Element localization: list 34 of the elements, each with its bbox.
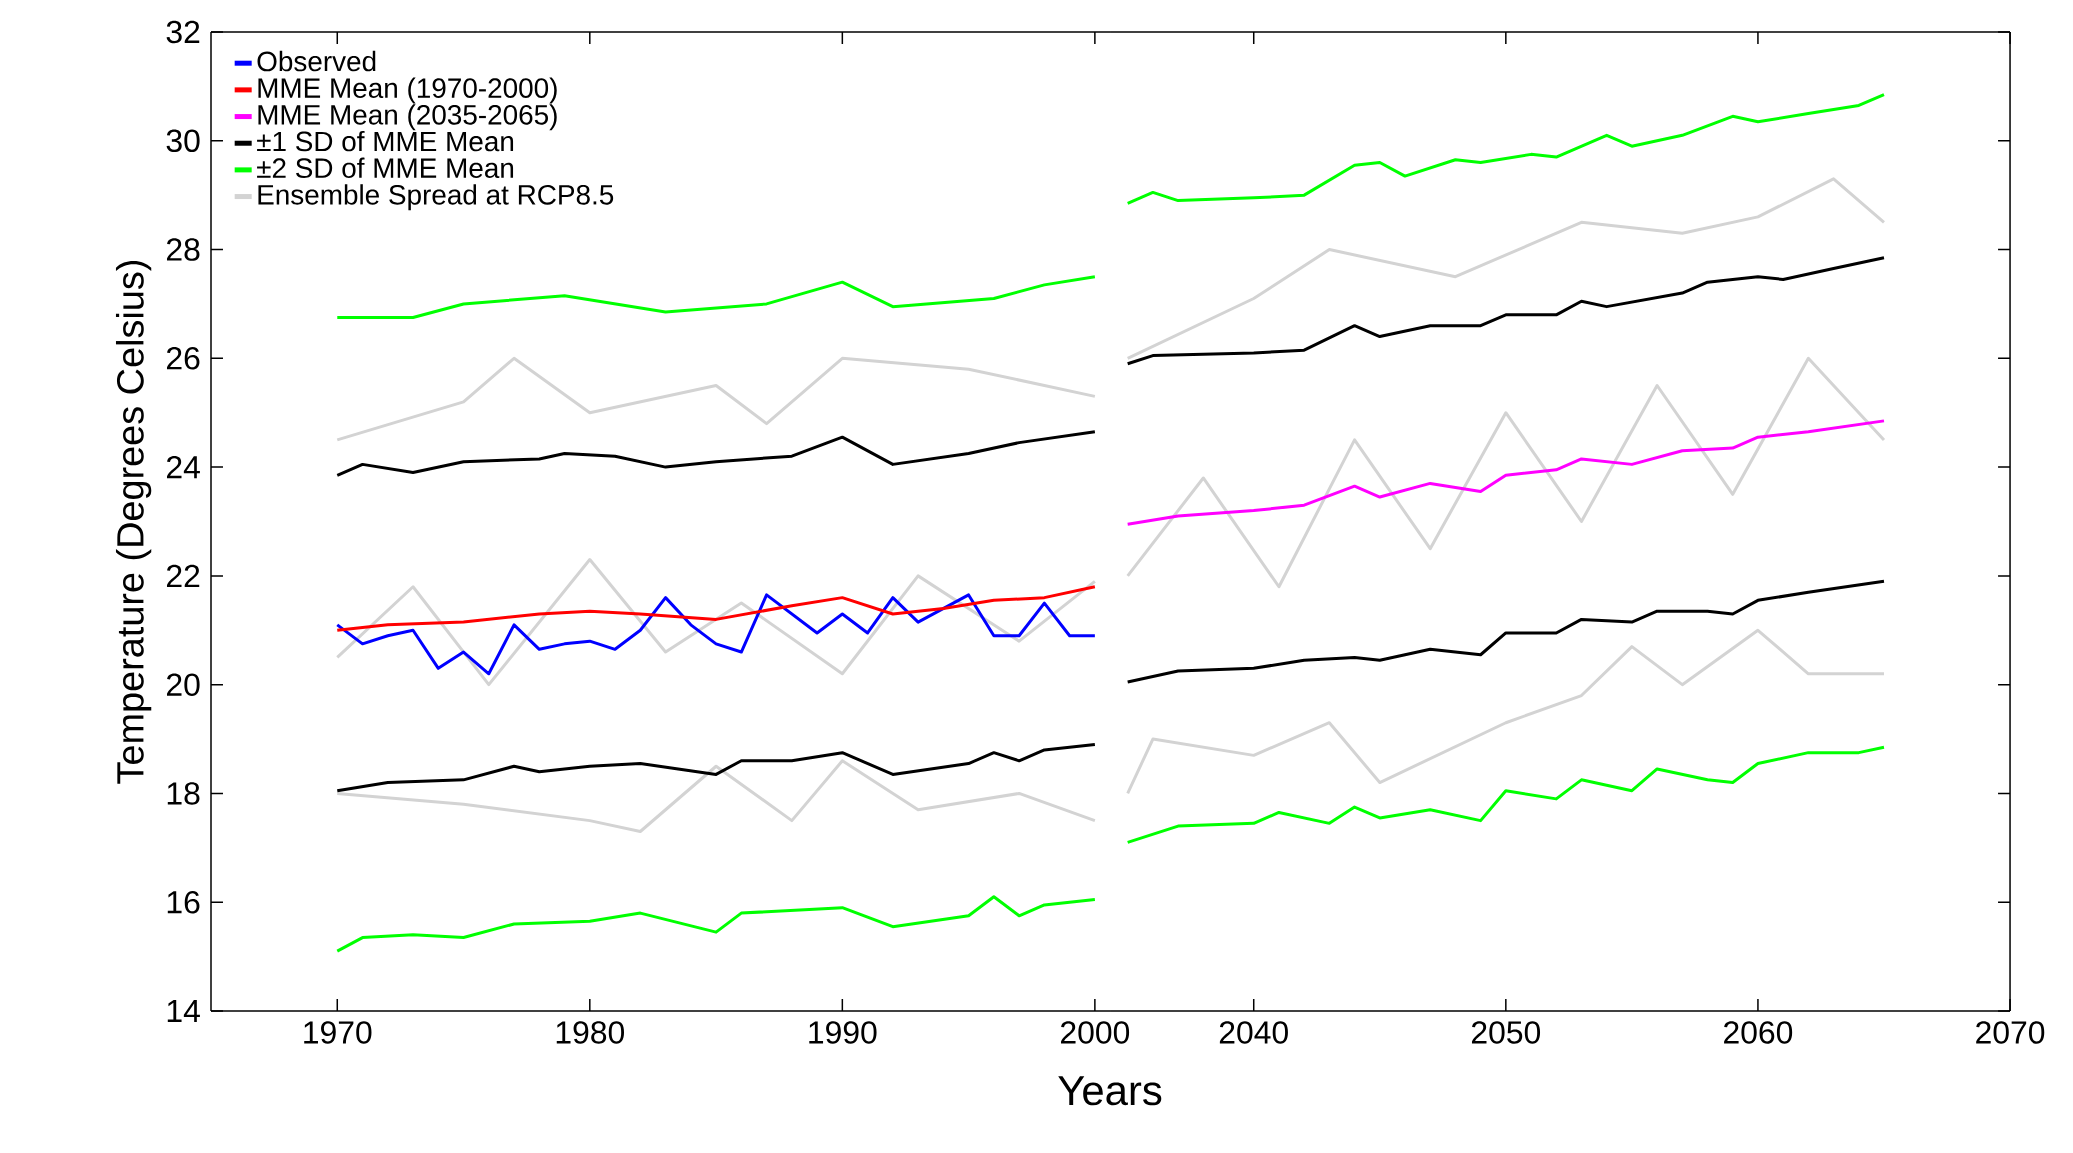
x-tick-label: 2040: [1219, 1021, 1288, 1044]
text: Ensemble Spread at RCP8.5: [258, 184, 614, 211]
line-series: [335, 430, 1097, 477]
line-series: [335, 558, 1097, 687]
y-tick-label: 32: [166, 20, 200, 44]
text: ±2 SD of MME Mean: [257, 157, 514, 178]
line-series: [335, 275, 1097, 320]
line-series: [335, 759, 1097, 834]
y-tick-label: 22: [166, 564, 200, 588]
legend-label: Observed: [257, 50, 376, 72]
x-tick-label: 1970: [304, 1021, 372, 1044]
y-axis-title: Temperature (Degrees Celsius): [115, 260, 152, 784]
y-tick-label: 26: [166, 347, 200, 370]
y-tick-label: 18: [167, 782, 200, 805]
line-series: [335, 895, 1097, 953]
y-tick-label: 30: [166, 129, 200, 153]
y-tick-label: 14: [167, 1000, 200, 1022]
x-tick-label: 2070: [1976, 1021, 2045, 1044]
text: ±1 SD of MME Mean: [257, 130, 514, 152]
x-tick-label: 2000: [1061, 1021, 1130, 1044]
y-tick-label: 24: [166, 455, 200, 479]
line-series: [335, 585, 1097, 632]
x-tick-label: 2060: [1724, 1021, 1793, 1044]
line-series: [335, 356, 1097, 442]
x-tick-label: 1990: [809, 1021, 877, 1044]
y-tick-label: 20: [166, 673, 200, 696]
y-tick-label: 28: [166, 238, 200, 261]
x-axis-title: Years: [1058, 1076, 1162, 1106]
x-tick-label: 2050: [1471, 1021, 1541, 1044]
text: MME Mean (2035-2065): [258, 104, 557, 131]
y-tick-label: 16: [167, 890, 200, 914]
line-series: [335, 742, 1097, 793]
legend-label: MME Mean (1970-2000): [258, 77, 557, 104]
x-tick-label: 1980: [556, 1021, 625, 1044]
